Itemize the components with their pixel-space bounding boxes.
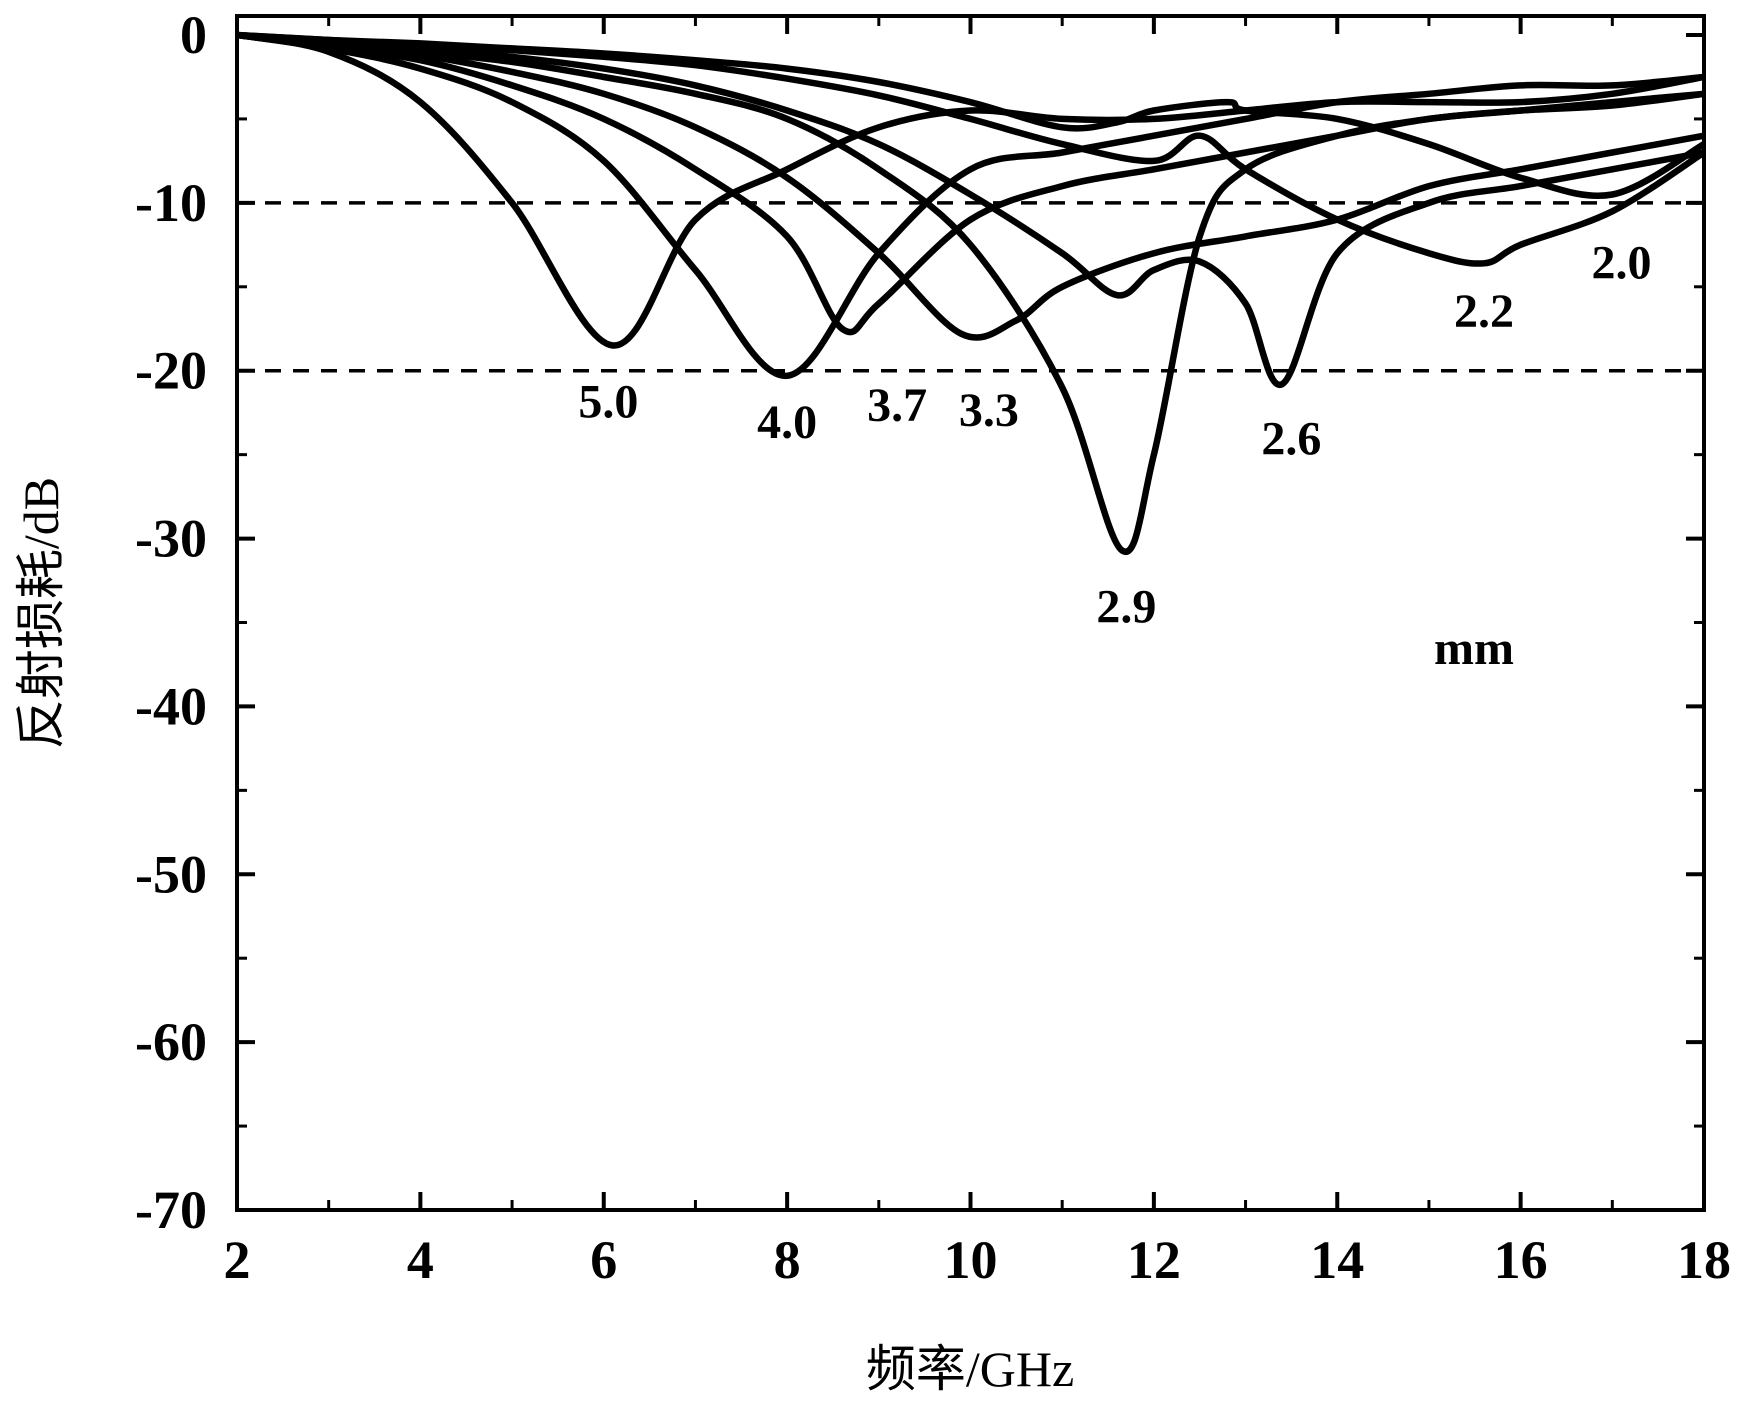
y-tick-label: -60 bbox=[135, 1012, 207, 1072]
x-tick-label: 8 bbox=[774, 1230, 801, 1290]
x-tick-label: 14 bbox=[1310, 1230, 1364, 1290]
series-line-3-3 bbox=[237, 31, 1704, 341]
x-tick-label: 4 bbox=[407, 1230, 434, 1290]
unit-note: mm bbox=[1434, 622, 1514, 675]
y-tick-label: 0 bbox=[180, 5, 207, 65]
x-tick-label: 12 bbox=[1127, 1230, 1181, 1290]
y-tick-label: -40 bbox=[135, 676, 207, 736]
y-axis-title: 反射损耗/dB bbox=[13, 477, 69, 749]
curve-labels: 5.0 4.0 3.7 3.3 2.9 2.6 2.2 2.0 bbox=[578, 236, 1651, 633]
ticks: 2 4 6 8 10 12 14 16 18 0 -10 -20 -30 -40 -50 -60 -70 bbox=[135, 5, 1731, 1290]
curve-label-3-3: 3.3 bbox=[959, 384, 1019, 437]
curve-label-2-0: 2.0 bbox=[1591, 236, 1651, 289]
series-layer bbox=[237, 31, 1704, 556]
y-tick-label: -20 bbox=[135, 341, 207, 401]
series-line-5-0 bbox=[237, 31, 1704, 349]
x-tick-label: 18 bbox=[1677, 1230, 1731, 1290]
series-line-4-0 bbox=[237, 31, 1704, 380]
curve-label-2-9: 2.9 bbox=[1096, 581, 1156, 634]
reference-lines bbox=[237, 201, 1704, 373]
y-tick-label: -10 bbox=[135, 173, 207, 233]
x-tick-label: 2 bbox=[224, 1230, 251, 1290]
series-line-2-6 bbox=[237, 31, 1704, 388]
x-tick-label: 10 bbox=[944, 1230, 998, 1290]
y-tick-label: -30 bbox=[135, 509, 207, 569]
curve-label-2-2: 2.2 bbox=[1454, 285, 1514, 338]
series-line-2-0 bbox=[237, 31, 1704, 199]
x-tick-label: 16 bbox=[1494, 1230, 1548, 1290]
x-axis-title: 频率/GHz bbox=[866, 1341, 1074, 1397]
curve-label-3-7: 3.7 bbox=[867, 379, 927, 432]
curve-label-5-0: 5.0 bbox=[578, 376, 638, 429]
x-tick-label: 6 bbox=[590, 1230, 617, 1290]
curve-label-2-6: 2.6 bbox=[1261, 413, 1321, 466]
y-tick-label: -50 bbox=[135, 844, 207, 904]
y-tick-label: -70 bbox=[135, 1180, 207, 1240]
curve-label-4-0: 4.0 bbox=[757, 396, 817, 449]
series-line-2-9 bbox=[237, 31, 1704, 556]
